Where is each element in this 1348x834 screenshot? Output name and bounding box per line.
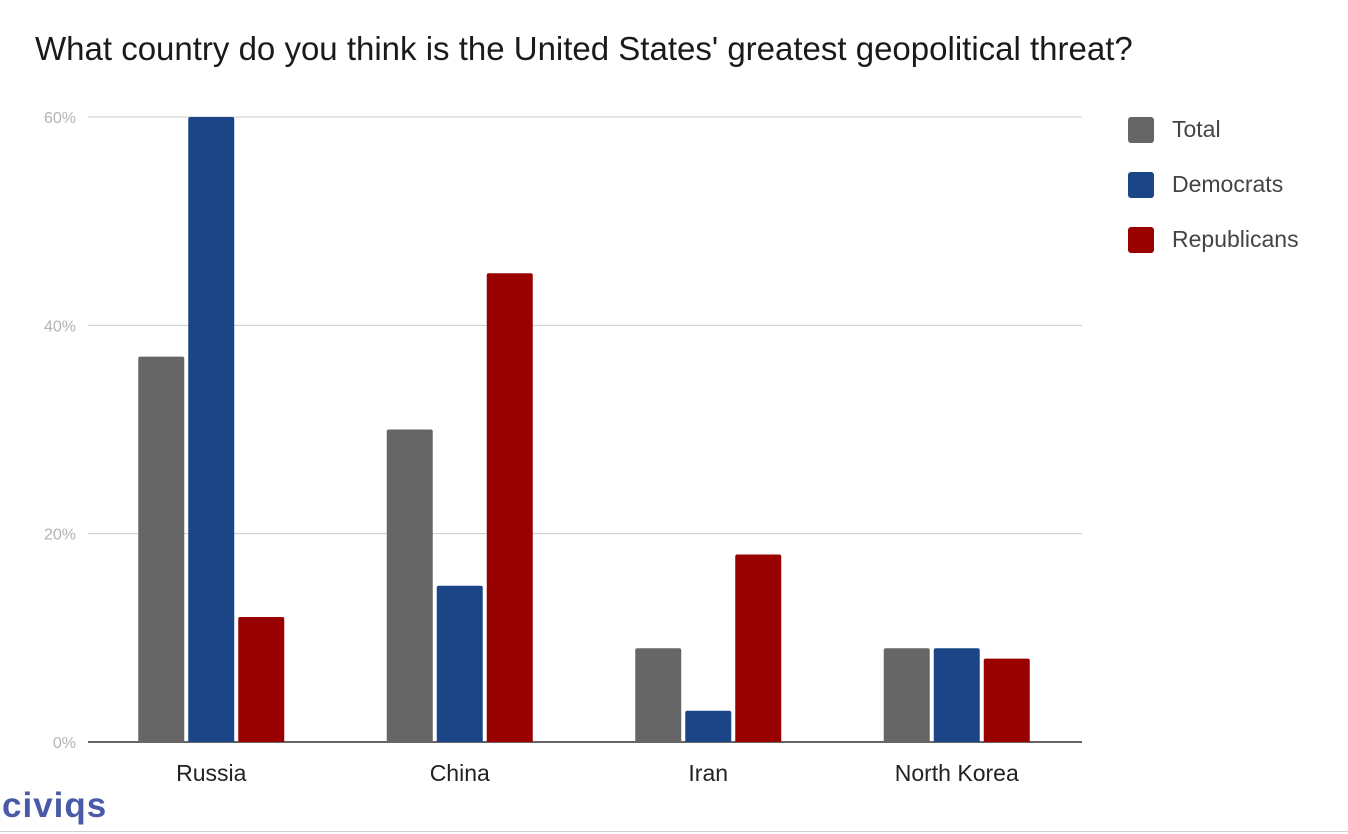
bottom-divider	[0, 831, 1348, 832]
y-axis-ticks: 0% 20% 40% 60%	[44, 110, 76, 752]
legend-swatch	[1128, 171, 1154, 198]
x-tick-label: Iran	[688, 760, 728, 786]
gridlines	[88, 116, 1082, 743]
y-tick-label: 0%	[53, 735, 76, 752]
chart-title: What country do you think is the United …	[35, 30, 1133, 67]
legend-item-total: Total	[1128, 102, 1299, 157]
bars	[138, 117, 1030, 742]
x-axis-ticks: Russia China Iran North Korea	[176, 760, 1019, 786]
legend-swatch	[1128, 226, 1154, 253]
y-tick-label: 40%	[44, 318, 76, 335]
bar-democrats-china	[436, 585, 483, 742]
bar-republicans-russia	[238, 617, 285, 742]
bar-democrats-russia	[188, 117, 235, 742]
bar-republicans-china	[486, 273, 533, 742]
x-tick-label: China	[430, 760, 490, 786]
civiqs-logo: civiqs	[2, 786, 108, 825]
bar-republicans-north-korea	[983, 658, 1030, 742]
bar-total-iran	[635, 648, 682, 742]
legend: Total Democrats Republicans	[1128, 102, 1299, 267]
legend-swatch	[1128, 116, 1154, 143]
bar-total-russia	[138, 356, 185, 742]
x-tick-label: Russia	[176, 760, 247, 786]
y-tick-label: 20%	[44, 527, 76, 544]
bar-total-china	[386, 429, 433, 742]
legend-item-democrats: Democrats	[1128, 157, 1299, 212]
x-tick-label: North Korea	[895, 760, 1019, 786]
y-tick-label: 60%	[44, 110, 76, 127]
bar-democrats-iran	[685, 710, 732, 742]
bar-republicans-iran	[735, 554, 782, 742]
legend-label: Republicans	[1172, 226, 1299, 252]
legend-label: Democrats	[1172, 171, 1284, 197]
bar-democrats-north-korea	[933, 648, 980, 742]
bar-total-north-korea	[883, 648, 930, 742]
legend-item-republicans: Republicans	[1128, 212, 1299, 267]
legend-label: Total	[1172, 116, 1221, 142]
